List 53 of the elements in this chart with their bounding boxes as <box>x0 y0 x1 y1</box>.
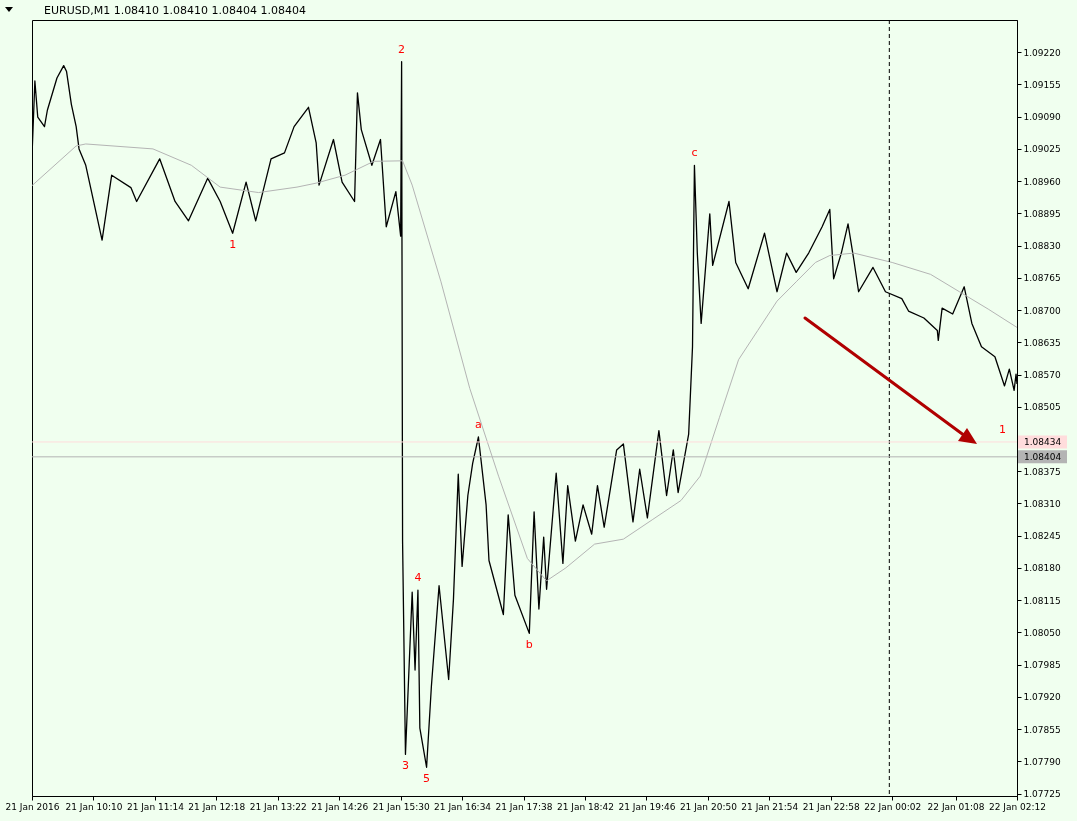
y-tick-label: 1.09220 <box>1023 47 1061 58</box>
y-tick-label: 1.07985 <box>1023 660 1061 671</box>
y-tick-label: 1.08960 <box>1023 176 1061 187</box>
y-tick-label: 1.08700 <box>1023 305 1061 316</box>
x-tick-label: 22 Jan 01:08 <box>927 801 985 812</box>
x-tick-label: 21 Jan 22:58 <box>802 801 861 812</box>
x-tick-label: 21 Jan 20:50 <box>679 801 738 812</box>
x-tick-label: 21 Jan 17:38 <box>495 801 553 812</box>
x-tick-label: 21 Jan 13:22 <box>249 801 307 812</box>
x-tick-label: 21 Jan 12:18 <box>188 801 246 812</box>
y-tick-label: 1.09155 <box>1023 79 1061 90</box>
chart-title: EURUSD,M1 1.08410 1.08410 1.08404 1.08404 <box>44 3 307 17</box>
x-tick-label: 22 Jan 02:12 <box>989 801 1046 812</box>
x-tick-label: 21 Jan 18:42 <box>556 801 614 812</box>
y-tick-label: 1.08310 <box>1023 498 1061 509</box>
y-tick-label: 1.07790 <box>1023 756 1061 767</box>
y-tick-label: 1.08115 <box>1023 595 1061 606</box>
annotation: 1 <box>999 422 1007 436</box>
y-tick-label: 1.07725 <box>1023 789 1061 800</box>
x-tick-label: 21 Jan 21:54 <box>741 801 799 812</box>
ref-line-label: 1.08434 <box>1024 436 1062 447</box>
y-tick-label: 1.08765 <box>1023 273 1061 284</box>
annotation: 5 <box>423 772 431 786</box>
annotation: b <box>525 638 533 652</box>
annotation: a <box>475 418 482 432</box>
x-tick-label: 21 Jan 14:26 <box>311 801 369 812</box>
y-tick-label: 1.08570 <box>1023 370 1061 381</box>
annotation: 2 <box>398 42 406 56</box>
annotation: 1 <box>229 238 237 252</box>
y-tick-label: 1.08375 <box>1023 466 1061 477</box>
x-tick-label: 21 Jan 10:10 <box>65 801 123 812</box>
y-tick-label: 1.07920 <box>1023 692 1061 703</box>
annotation: c <box>691 146 698 160</box>
line-series <box>32 143 1017 582</box>
x-tick-label: 21 Jan 16:34 <box>434 801 492 812</box>
y-tick-label: 1.07855 <box>1023 724 1061 735</box>
y-tick-label: 1.08050 <box>1023 627 1061 638</box>
y-tick-label: 1.08180 <box>1023 563 1061 574</box>
y-tick-label: 1.08635 <box>1023 337 1061 348</box>
annotation: 3 <box>401 759 409 773</box>
x-tick-label: 21 Jan 2016 <box>5 801 60 812</box>
y-tick-label: 1.08245 <box>1023 531 1061 542</box>
x-tick-label: 22 Jan 00:02 <box>864 801 922 812</box>
y-tick-label: 1.09090 <box>1023 112 1061 123</box>
x-tick-label: 21 Jan 11:14 <box>126 801 185 812</box>
y-tick-label: 1.08830 <box>1023 241 1061 252</box>
y-tick-label: 1.09025 <box>1023 144 1061 155</box>
annotation: 4 <box>414 571 422 585</box>
x-tick-label: 21 Jan 19:46 <box>618 801 676 812</box>
ref-line-label: 1.08404 <box>1024 451 1062 462</box>
y-tick-label: 1.08505 <box>1023 402 1061 413</box>
x-tick-label: 21 Jan 15:30 <box>372 801 430 812</box>
y-tick-label: 1.08895 <box>1023 208 1061 219</box>
